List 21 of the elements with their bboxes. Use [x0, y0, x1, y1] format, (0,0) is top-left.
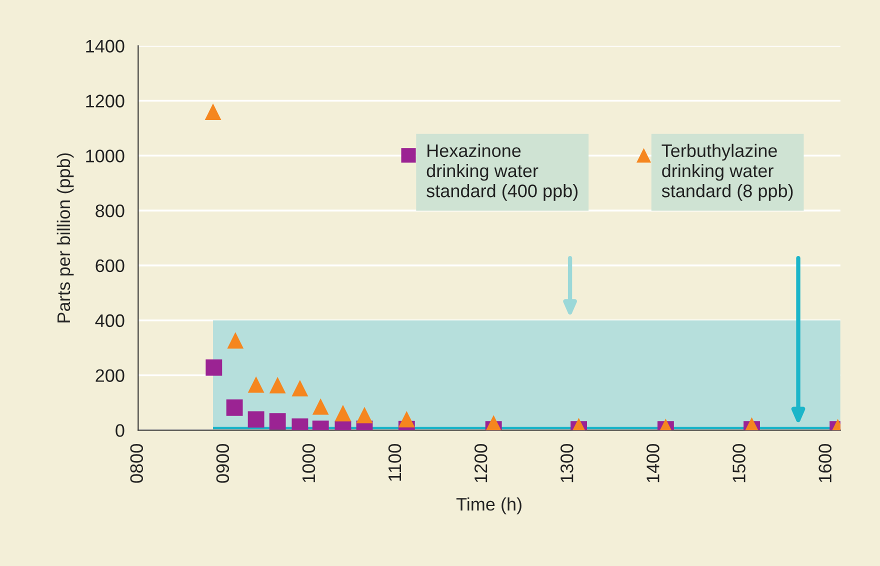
y-axis-title: Parts per billion (ppb): [56, 153, 74, 322]
annotation: Terbuthylazine drinking water standard (8 ppb): [662, 144, 793, 201]
y-tick-label: 400: [95, 314, 124, 328]
x-tick-label: 0800: [130, 444, 144, 483]
y-tick-label: 200: [96, 369, 124, 382]
x-tick-label: 1200: [474, 444, 488, 482]
y-tick-label: 0: [116, 424, 124, 437]
x-tick-label: 0900: [216, 444, 230, 483]
x-tick-label: 1400: [646, 444, 660, 482]
y-tick-label: 800: [96, 204, 124, 218]
x-tick-label: 1600: [818, 444, 832, 482]
y-tick-label: 1200: [86, 94, 124, 108]
y-tick-label: 1000: [86, 150, 124, 162]
x-tick-label: 1100: [388, 444, 402, 481]
x-tick-label: 1000: [302, 444, 316, 482]
y-tick-label: 600: [96, 259, 124, 272]
x-axis-title: Time (h): [456, 497, 522, 514]
y-tick-label: 1400: [86, 40, 124, 53]
annotation: Hexazinone drinking water standard (400 ppb): [426, 144, 578, 201]
x-tick-label: 1500: [732, 444, 746, 482]
x-tick-label: 1300: [560, 444, 574, 482]
